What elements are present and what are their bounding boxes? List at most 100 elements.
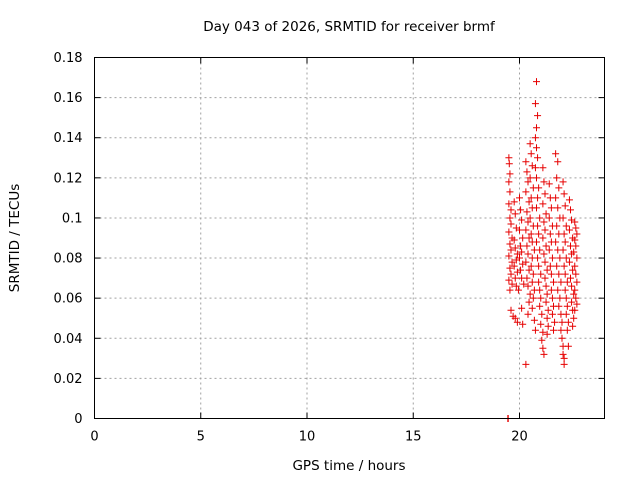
data-point: [527, 150, 535, 158]
data-point: [540, 250, 548, 258]
data-point: [534, 154, 542, 162]
data-point: [526, 140, 534, 148]
data-point: [552, 194, 560, 202]
data-point: [513, 318, 521, 326]
data-point: [547, 286, 555, 294]
data-point: [541, 190, 549, 198]
data-point: [533, 124, 540, 132]
data-point: [570, 248, 578, 256]
data-point: [535, 278, 543, 286]
data-point: [505, 178, 513, 186]
data-point: [565, 196, 573, 204]
data-point: [561, 238, 569, 246]
data-point: [536, 302, 544, 310]
data-point: [529, 270, 537, 278]
data-point: [505, 228, 513, 236]
data-point: [559, 214, 567, 222]
data-point: [507, 270, 515, 278]
data-point: [572, 224, 580, 232]
data-point: [516, 254, 523, 262]
data-point: [516, 226, 523, 234]
x-tick-label: 20: [511, 430, 528, 445]
data-point: [555, 302, 563, 310]
y-tick-label: 0.18: [54, 51, 83, 66]
data-point: [572, 270, 580, 278]
data-point: [556, 294, 564, 302]
data-point: [573, 278, 581, 286]
x-tick-label: 15: [405, 430, 422, 445]
data-point: [533, 238, 540, 246]
data-point: [537, 294, 545, 302]
data-point: [522, 158, 530, 166]
data-point: [523, 242, 531, 250]
data-point: [535, 262, 543, 270]
data-point: [511, 274, 519, 282]
data-point: [572, 294, 580, 302]
data-point: [536, 286, 544, 294]
y-tick-label: 0.04: [54, 332, 83, 347]
data-point: [555, 270, 563, 278]
data-point: [548, 294, 556, 302]
data-point: [514, 286, 522, 294]
data-point: [560, 262, 568, 270]
data-point: [518, 216, 526, 224]
data-point: [539, 200, 547, 208]
x-tick-label: 0: [90, 430, 98, 445]
data-point: [519, 234, 527, 242]
data-point: [558, 318, 566, 326]
data-point: [564, 342, 572, 350]
data-point: [552, 150, 560, 158]
data-point: [524, 178, 532, 186]
data-point: [571, 262, 579, 270]
y-tick-label: 0.16: [54, 91, 83, 106]
data-point: [560, 354, 568, 362]
data-point: [558, 334, 566, 342]
data-point: [557, 278, 565, 286]
data-point: [511, 244, 519, 252]
data-point: [551, 318, 559, 326]
data-point: [507, 306, 515, 314]
data-point: [546, 262, 554, 270]
data-point: [542, 282, 550, 290]
data-point: [531, 164, 539, 172]
data-point: [573, 300, 581, 308]
data-point: [534, 254, 542, 262]
y-tick-label: 0.1: [62, 211, 83, 226]
data-point: [526, 290, 534, 298]
data-point: [553, 262, 561, 270]
data-point: [554, 286, 562, 294]
data-point: [531, 326, 539, 334]
data-point: [522, 226, 530, 234]
data-point: [506, 286, 514, 294]
data-point: [505, 252, 513, 260]
data-point: [531, 100, 539, 108]
data-point: [553, 222, 561, 230]
data-point: [567, 206, 574, 214]
data-point: [537, 320, 545, 328]
data-point: [553, 174, 561, 182]
data-point: [562, 222, 570, 230]
data-point: [570, 290, 578, 298]
data-point: [562, 254, 570, 262]
data-point: [545, 246, 553, 254]
data-point: [571, 218, 579, 226]
data-point: [550, 326, 557, 334]
data-point: [565, 258, 573, 266]
data-point: [554, 204, 562, 212]
data-point: [540, 178, 548, 186]
data-point: [561, 286, 569, 294]
data-point: [543, 330, 551, 338]
data-point: [507, 206, 515, 214]
data-point: [528, 278, 536, 286]
data-point: [543, 314, 551, 322]
data-point: [527, 262, 535, 270]
data-point: [545, 180, 553, 188]
data-point: [526, 214, 534, 222]
data-point: [523, 208, 531, 216]
y-tick-label: 0.12: [54, 171, 83, 186]
data-point: [517, 206, 525, 214]
data-point: [517, 242, 525, 250]
data-point: [519, 320, 527, 328]
data-point: [563, 278, 571, 286]
